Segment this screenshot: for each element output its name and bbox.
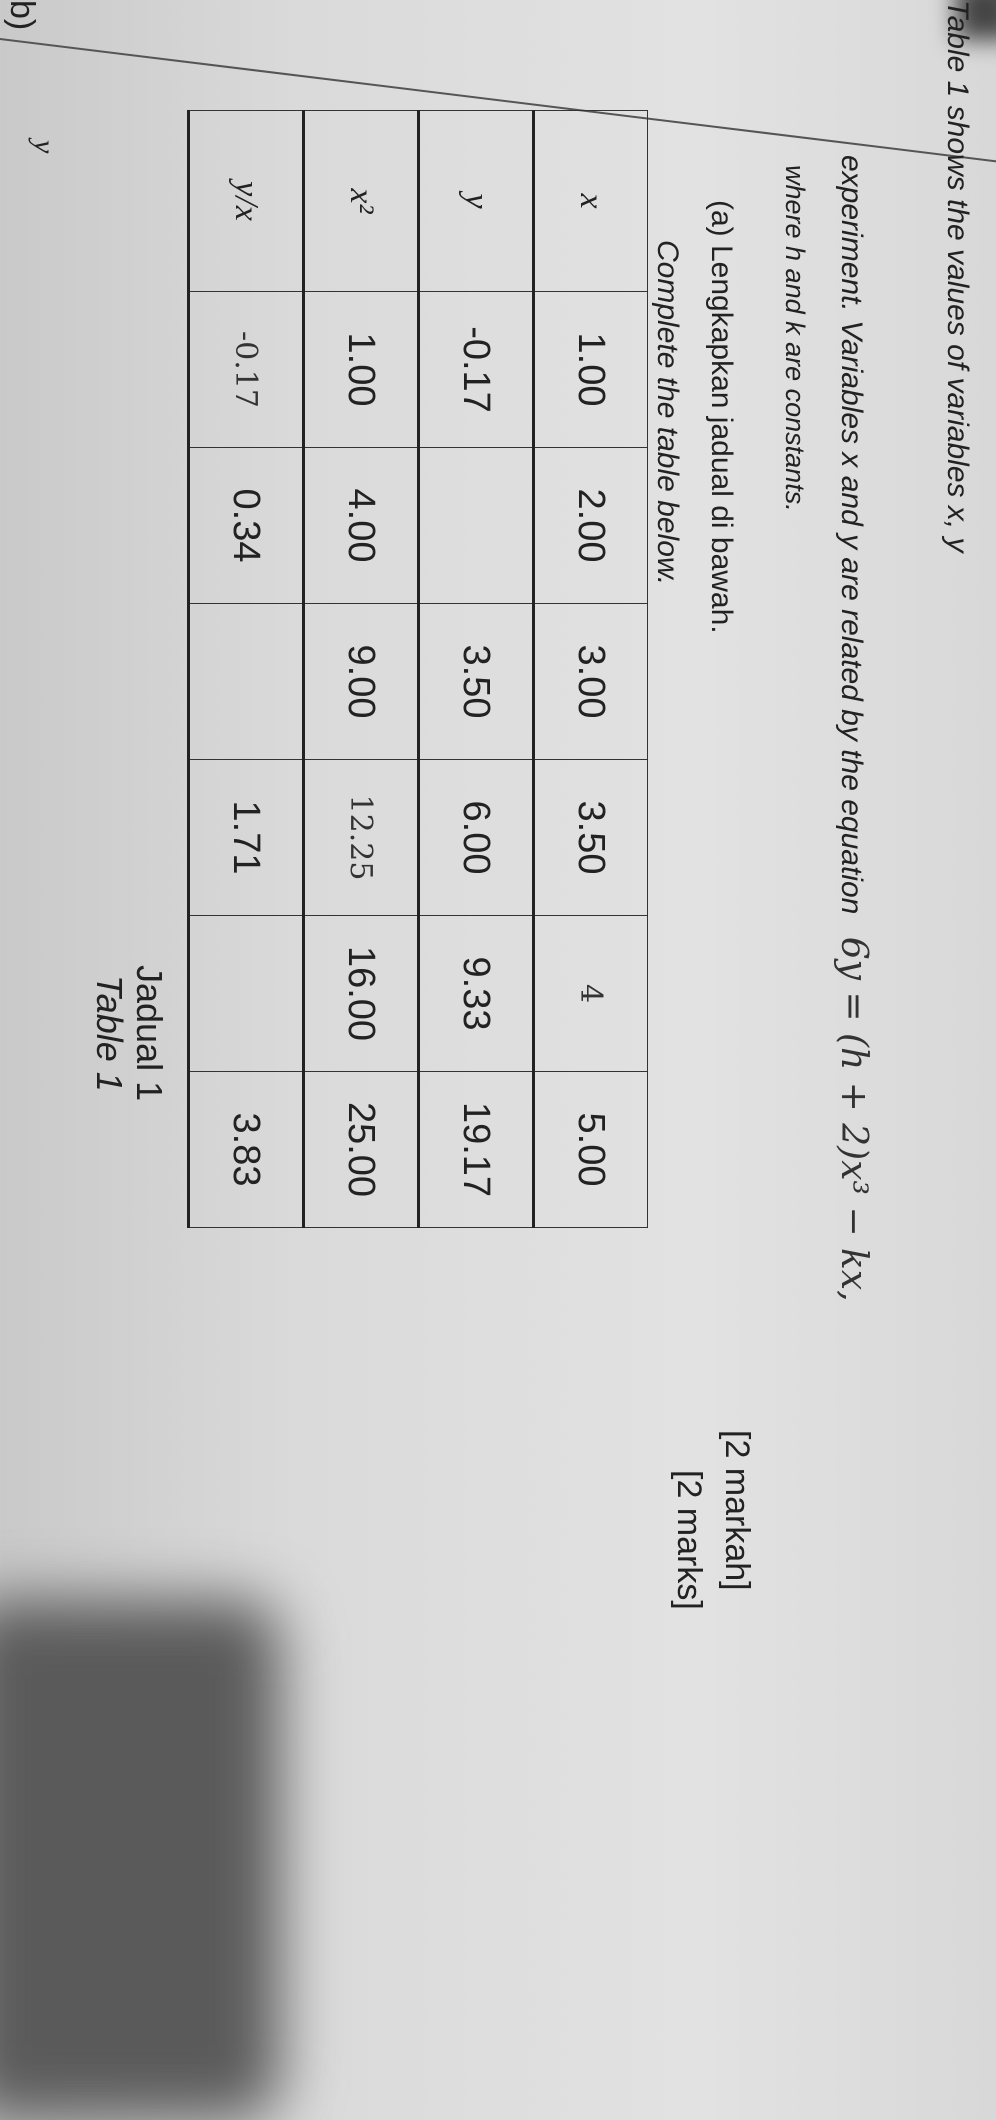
document-page: Table 1 shows the values of variables x,…: [3, 0, 974, 1610]
handwritten-cell: 12.25: [303, 759, 419, 916]
table-row: x² 1.00 4.00 9.00 12.25 16.00 25.00: [303, 110, 419, 1228]
row-label: x: [533, 110, 648, 292]
empty-cell[interactable]: [188, 603, 304, 760]
row-label: y: [418, 110, 534, 292]
intro-line-2: experiment. Variables x and y are relate…: [833, 155, 874, 1302]
intro-text: experiment. Variables x and y are relate…: [835, 155, 868, 915]
handwritten-cell: -0.17: [188, 291, 304, 448]
empty-cell[interactable]: [418, 447, 534, 604]
table-cell: 1.71: [188, 759, 304, 916]
table-cell: 25.00: [303, 1071, 419, 1228]
row-label: y/x: [188, 110, 304, 292]
handwritten-cell: 4: [533, 915, 648, 1072]
data-table: x 1.00 2.00 3.00 3.50 4 5.00 y -0.17 3.50 6.00 9.33…: [187, 110, 648, 1228]
part-a-malay: (a) Lengkapkan jadual di bawah.: [705, 200, 738, 634]
empty-cell[interactable]: [188, 915, 304, 1072]
table-cell: 1.00: [533, 291, 648, 448]
table-cell: 6.00: [418, 759, 534, 916]
part-b-label: b): [3, 0, 41, 31]
table-cell: 3.50: [533, 759, 648, 916]
table-cell: 4.00: [303, 447, 419, 604]
table-cell: 3.83: [188, 1071, 304, 1228]
equation: 6y = (h + 2)x³ − kx,: [833, 936, 874, 1302]
table-cell: 9.00: [303, 603, 419, 760]
shadow-corner: [956, 0, 996, 40]
table-cell: 1.00: [303, 291, 419, 448]
part-a-english: Complete the table below.: [651, 240, 684, 586]
marks-english: [2 marks]: [670, 1470, 708, 1610]
intro-line-1: Table 1 shows the values of variables x,…: [941, 0, 974, 553]
table-cell: 9.33: [418, 915, 534, 1072]
table-cell: 2.00: [533, 447, 648, 604]
table-row: y/x -0.17 0.34 1.71 3.83: [188, 110, 304, 1228]
part-b-variable: y: [28, 140, 61, 154]
shadow: [0, 1600, 280, 2120]
table-cell: -0.17: [418, 291, 534, 448]
marks-malay: [2 markah]: [718, 1430, 756, 1591]
table-cell: 3.00: [533, 603, 648, 760]
table-cell: 0.34: [188, 447, 304, 604]
intro-line-3: where h and k are constants.: [780, 165, 810, 512]
caption-malay: Jadual 1: [129, 965, 170, 1102]
table-row: x 1.00 2.00 3.00 3.50 4 5.00: [533, 110, 648, 1228]
table-row: y -0.17 3.50 6.00 9.33 19.17: [418, 110, 534, 1228]
table-cell: 19.17: [418, 1071, 534, 1228]
table-cell: 16.00: [303, 915, 419, 1072]
caption-english: Table 1: [89, 975, 130, 1092]
row-label: x²: [303, 110, 419, 292]
table-cell: 3.50: [418, 603, 534, 760]
table-cell: 5.00: [533, 1071, 648, 1228]
